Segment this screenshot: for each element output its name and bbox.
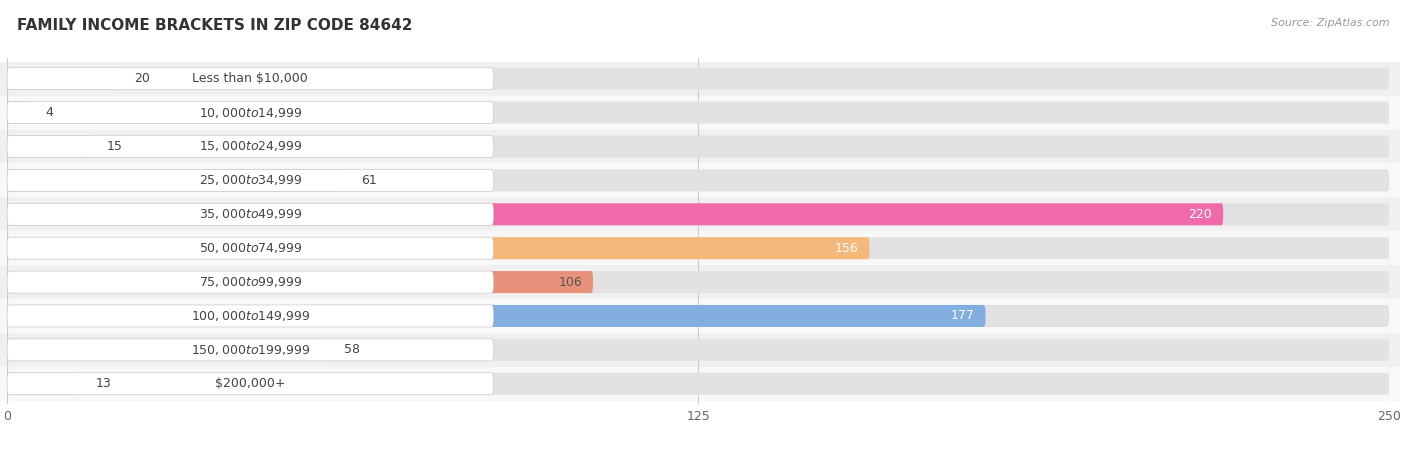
FancyBboxPatch shape	[0, 62, 1400, 96]
FancyBboxPatch shape	[7, 136, 90, 158]
FancyBboxPatch shape	[7, 305, 986, 327]
Text: $25,000 to $34,999: $25,000 to $34,999	[198, 173, 302, 187]
FancyBboxPatch shape	[7, 271, 593, 293]
FancyBboxPatch shape	[7, 101, 494, 123]
FancyBboxPatch shape	[7, 203, 1389, 225]
Text: $35,000 to $49,999: $35,000 to $49,999	[198, 207, 302, 221]
FancyBboxPatch shape	[7, 237, 869, 259]
FancyBboxPatch shape	[7, 203, 1223, 225]
Text: 15: 15	[107, 140, 122, 153]
Text: $15,000 to $24,999: $15,000 to $24,999	[198, 140, 302, 154]
FancyBboxPatch shape	[7, 271, 494, 293]
FancyBboxPatch shape	[7, 373, 494, 395]
Text: 177: 177	[950, 309, 974, 322]
FancyBboxPatch shape	[0, 299, 1400, 333]
FancyBboxPatch shape	[7, 203, 494, 225]
FancyBboxPatch shape	[0, 130, 1400, 163]
FancyBboxPatch shape	[7, 339, 1389, 361]
FancyBboxPatch shape	[7, 68, 118, 90]
FancyBboxPatch shape	[7, 271, 1389, 293]
FancyBboxPatch shape	[7, 305, 494, 327]
FancyBboxPatch shape	[7, 339, 494, 361]
Text: 20: 20	[134, 72, 150, 85]
FancyBboxPatch shape	[7, 136, 1389, 158]
FancyBboxPatch shape	[7, 169, 344, 191]
FancyBboxPatch shape	[7, 68, 494, 90]
FancyBboxPatch shape	[7, 169, 1389, 191]
FancyBboxPatch shape	[7, 136, 494, 158]
Text: Less than $10,000: Less than $10,000	[193, 72, 308, 85]
FancyBboxPatch shape	[0, 333, 1400, 367]
FancyBboxPatch shape	[0, 198, 1400, 231]
FancyBboxPatch shape	[0, 163, 1400, 198]
FancyBboxPatch shape	[7, 101, 30, 123]
Text: $100,000 to $149,999: $100,000 to $149,999	[191, 309, 309, 323]
FancyBboxPatch shape	[0, 231, 1400, 265]
Text: FAMILY INCOME BRACKETS IN ZIP CODE 84642: FAMILY INCOME BRACKETS IN ZIP CODE 84642	[17, 18, 412, 33]
FancyBboxPatch shape	[7, 339, 328, 361]
FancyBboxPatch shape	[0, 96, 1400, 130]
Text: 61: 61	[361, 174, 377, 187]
FancyBboxPatch shape	[7, 237, 1389, 259]
Text: 4: 4	[46, 106, 53, 119]
FancyBboxPatch shape	[7, 101, 1389, 123]
Text: 106: 106	[558, 276, 582, 289]
Text: $50,000 to $74,999: $50,000 to $74,999	[198, 241, 302, 255]
FancyBboxPatch shape	[0, 367, 1400, 401]
FancyBboxPatch shape	[7, 169, 494, 191]
Text: $10,000 to $14,999: $10,000 to $14,999	[198, 106, 302, 119]
Text: Source: ZipAtlas.com: Source: ZipAtlas.com	[1271, 18, 1389, 28]
Text: 58: 58	[344, 343, 360, 357]
Text: 156: 156	[835, 242, 859, 255]
Text: $150,000 to $199,999: $150,000 to $199,999	[191, 343, 309, 357]
FancyBboxPatch shape	[7, 305, 1389, 327]
FancyBboxPatch shape	[7, 237, 494, 259]
FancyBboxPatch shape	[7, 373, 1389, 395]
Text: $200,000+: $200,000+	[215, 377, 285, 390]
Text: 220: 220	[1188, 208, 1212, 221]
FancyBboxPatch shape	[7, 373, 79, 395]
FancyBboxPatch shape	[0, 265, 1400, 299]
FancyBboxPatch shape	[7, 68, 1389, 90]
Text: $75,000 to $99,999: $75,000 to $99,999	[198, 275, 302, 289]
Text: 13: 13	[96, 377, 111, 390]
